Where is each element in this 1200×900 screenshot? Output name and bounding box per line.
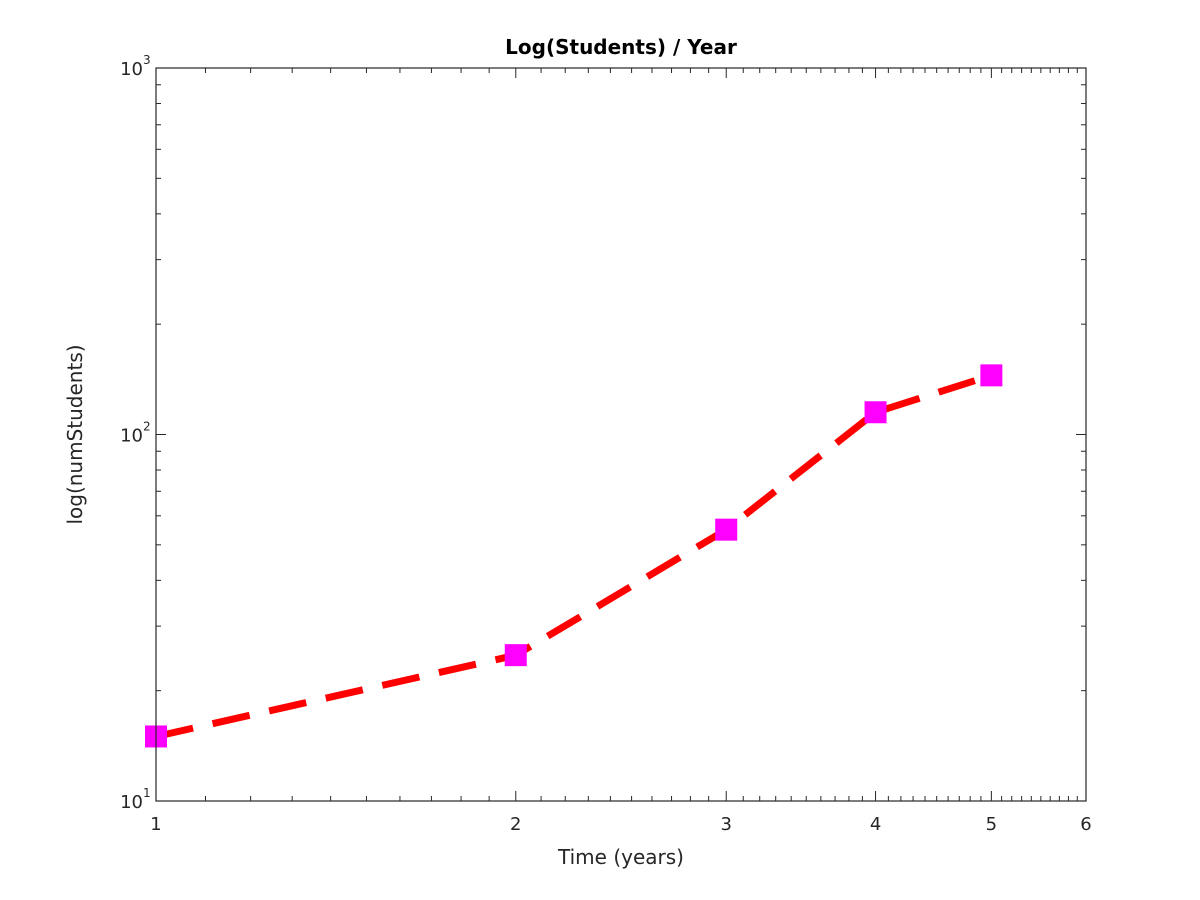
y-tick-label-exponent: 3 xyxy=(143,53,151,67)
plot-frame xyxy=(155,67,1087,802)
x-tick-label: 1 xyxy=(150,814,161,835)
x-tick-label: 6 xyxy=(1080,814,1091,835)
data-point-marker xyxy=(504,644,527,667)
data-point-marker xyxy=(980,364,1003,387)
x-tick-labels: 1 2 3 4 5 6 xyxy=(150,814,1091,835)
y-tick-label-base: 10 xyxy=(120,792,143,813)
y-tick-label-base: 10 xyxy=(120,59,143,80)
data-point-marker xyxy=(715,518,738,541)
y-tick-label-exponent: 2 xyxy=(143,420,151,434)
plot-area xyxy=(156,68,1086,801)
y-tick-label: 10 3 xyxy=(120,53,151,80)
minor-ticks xyxy=(156,68,1086,801)
x-tick-label: 4 xyxy=(870,814,881,835)
x-tick-label: 3 xyxy=(721,814,732,835)
x-tick-label: 5 xyxy=(986,814,997,835)
series-layer xyxy=(145,364,1003,748)
y-tick-label-exponent: 1 xyxy=(143,786,151,800)
y-axis-label: log(numStudents) xyxy=(63,344,87,524)
x-tick-label: 2 xyxy=(510,814,521,835)
y-tick-label: 10 2 xyxy=(120,420,151,447)
y-tick-label: 10 1 xyxy=(120,786,151,813)
data-point-marker xyxy=(864,401,887,424)
chart-title: Log(Students) / Year xyxy=(505,35,737,59)
y-tick-label-base: 10 xyxy=(120,426,143,447)
x-axis-label: Time (years) xyxy=(557,845,684,869)
